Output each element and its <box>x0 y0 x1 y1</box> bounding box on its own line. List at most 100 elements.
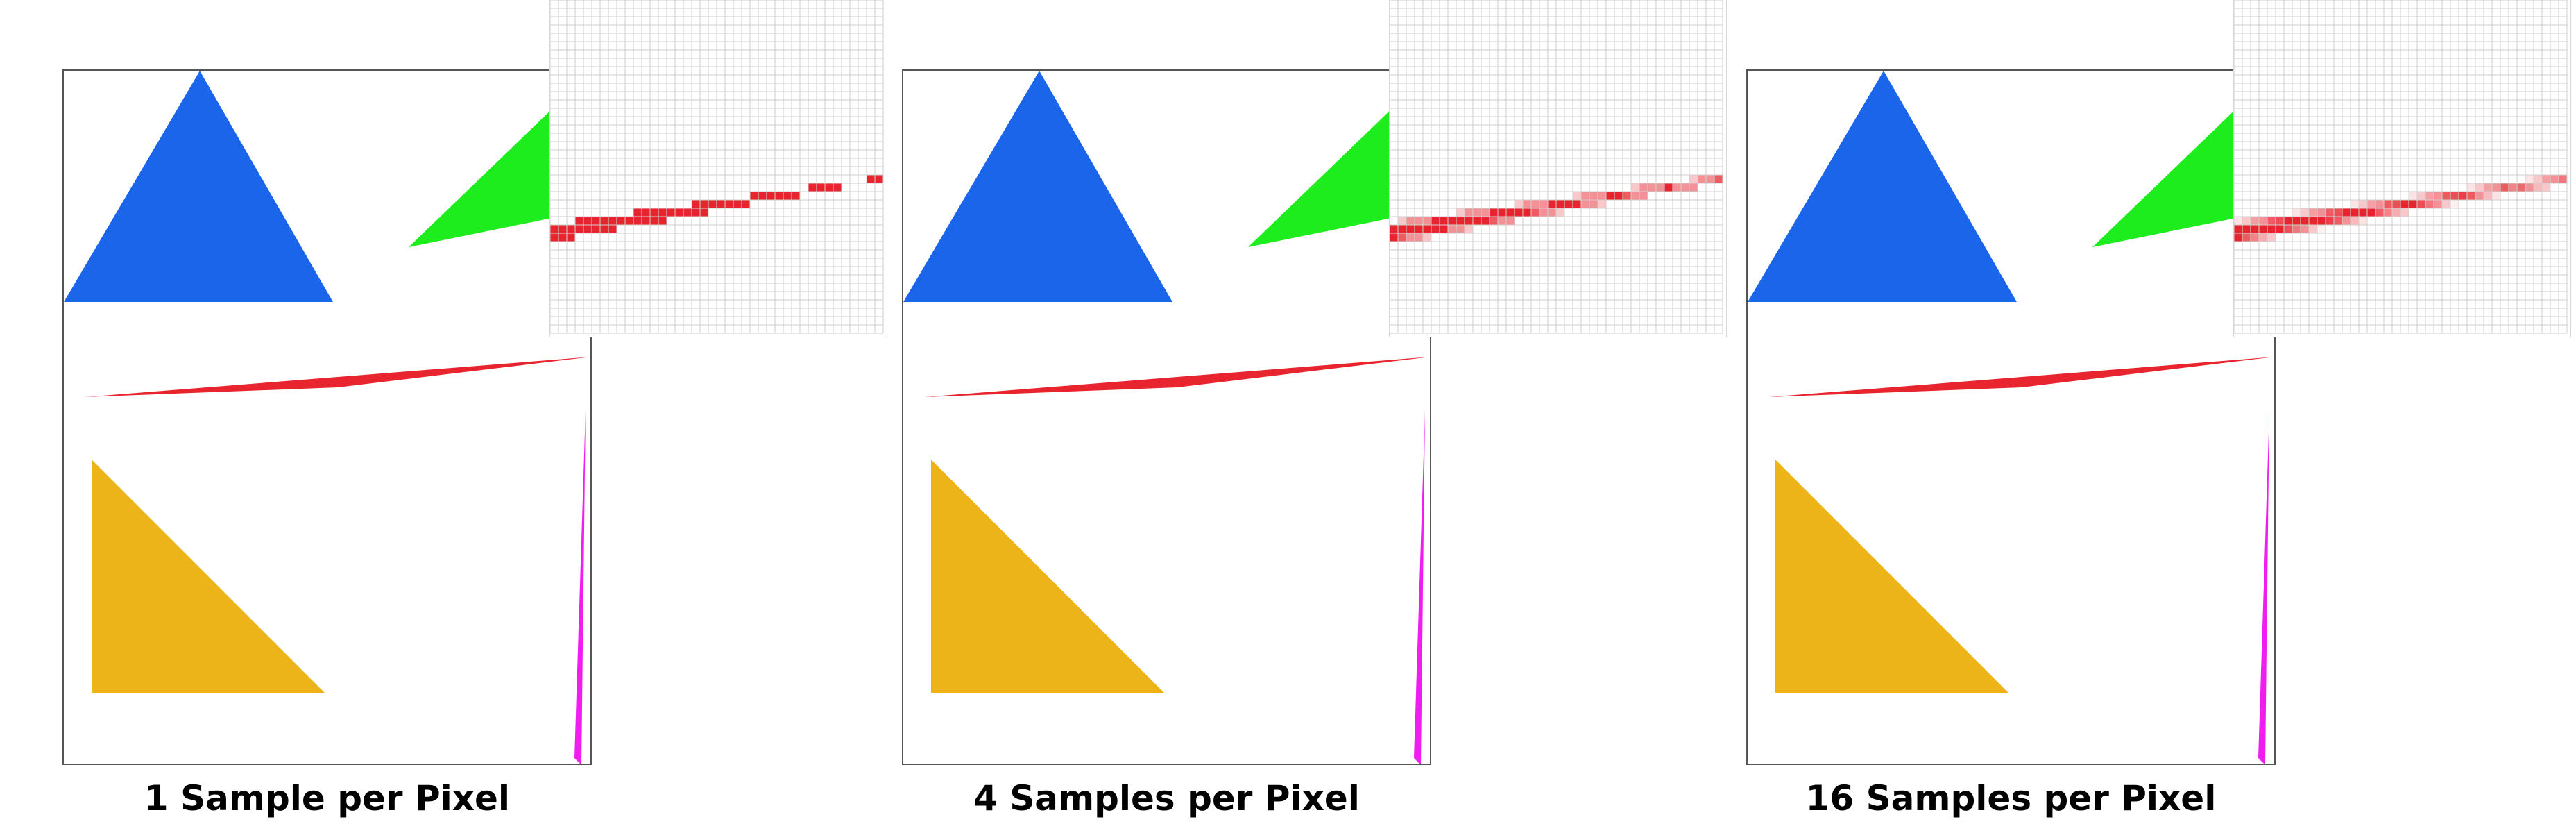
covered-pixel <box>2442 200 2450 208</box>
covered-pixel <box>2267 233 2276 242</box>
covered-pixel <box>2375 200 2384 208</box>
covered-pixel <box>1440 225 1448 233</box>
covered-pixel <box>1465 225 1473 233</box>
covered-pixel <box>2417 192 2425 200</box>
blue-triangle <box>903 71 1172 302</box>
covered-pixel <box>1481 217 1490 225</box>
covered-pixel <box>633 208 642 217</box>
covered-pixel <box>633 217 642 225</box>
covered-pixel <box>1656 183 1664 192</box>
covered-pixel <box>1664 183 1673 192</box>
covered-pixel <box>775 192 783 200</box>
covered-pixel <box>642 208 650 217</box>
covered-pixel <box>2267 217 2276 225</box>
covered-pixel <box>1465 217 1473 225</box>
covered-pixel <box>1415 217 1423 225</box>
covered-pixel <box>717 200 725 208</box>
rendered-triangles <box>1748 71 2274 764</box>
covered-pixel <box>558 225 567 233</box>
covered-pixel <box>1523 200 1531 208</box>
covered-pixel <box>825 183 833 192</box>
covered-pixel <box>2367 208 2375 217</box>
covered-pixel <box>1423 217 1431 225</box>
panel-caption: 1 Sample per Pixel <box>144 778 511 818</box>
panel-1-sample: 1 Sample per Pixel <box>0 0 902 833</box>
covered-pixel <box>2326 208 2334 217</box>
covered-pixel <box>2301 217 2309 225</box>
covered-pixel <box>1573 192 1581 200</box>
covered-pixel <box>1398 233 1406 242</box>
covered-pixel <box>2317 225 2326 233</box>
covered-pixel <box>2251 225 2259 233</box>
covered-pixel <box>767 192 775 200</box>
covered-pixel <box>1589 192 1598 200</box>
covered-pixel <box>642 217 650 225</box>
covered-pixel <box>2292 217 2301 225</box>
zoom-pixel-grid <box>2234 0 2568 334</box>
covered-pixel <box>2242 233 2251 242</box>
covered-pixel <box>1398 217 1406 225</box>
covered-pixel <box>2525 175 2534 183</box>
covered-pixel <box>1598 192 1606 200</box>
covered-pixel <box>2392 208 2400 217</box>
covered-pixel <box>733 200 742 208</box>
covered-pixel <box>1648 183 1656 192</box>
covered-pixel <box>1606 192 1614 200</box>
covered-pixel <box>2475 192 2484 200</box>
covered-pixel <box>1581 192 1589 200</box>
covered-pixel <box>1448 217 1456 225</box>
covered-pixel <box>1523 208 1531 217</box>
covered-pixel <box>2409 192 2417 200</box>
covered-pixel <box>2425 200 2434 208</box>
covered-pixel <box>1631 192 1639 200</box>
covered-pixel <box>2375 208 2384 217</box>
covered-pixel <box>575 225 583 233</box>
covered-pixel <box>2342 208 2351 217</box>
red-sliver-triangle <box>924 357 1430 397</box>
covered-pixel <box>1515 208 1523 217</box>
covered-pixel <box>1473 217 1481 225</box>
covered-pixel <box>2292 225 2301 233</box>
covered-pixel <box>1539 200 1548 208</box>
covered-pixel <box>1448 225 1456 233</box>
covered-pixel <box>875 175 883 183</box>
magenta-sliver-triangle <box>574 411 586 764</box>
covered-pixel <box>867 175 875 183</box>
covered-pixel <box>783 192 792 200</box>
covered-pixel <box>817 183 825 192</box>
render-frame <box>1746 69 2276 765</box>
covered-pixel <box>1390 233 1398 242</box>
covered-pixel <box>1481 208 1490 217</box>
covered-pixel <box>1406 233 1415 242</box>
covered-pixel <box>1440 217 1448 225</box>
covered-pixel <box>2484 192 2492 200</box>
zoom-inset <box>550 0 887 337</box>
covered-pixel <box>2525 183 2534 192</box>
covered-pixel <box>2559 175 2567 183</box>
covered-pixel <box>2351 217 2359 225</box>
covered-pixel <box>1614 192 1623 200</box>
covered-pixel <box>1673 183 1681 192</box>
covered-pixel <box>1548 200 1556 208</box>
covered-pixel <box>2276 225 2284 233</box>
covered-pixel <box>2301 225 2309 233</box>
covered-pixel <box>1431 225 1440 233</box>
covered-pixel <box>583 225 592 233</box>
covered-pixel <box>2309 217 2317 225</box>
green-triangle <box>2092 71 2274 247</box>
covered-pixel <box>1415 233 1423 242</box>
covered-pixel <box>1498 208 1506 217</box>
covered-pixel <box>2326 217 2334 225</box>
covered-pixel <box>667 208 675 217</box>
covered-pixel <box>2334 208 2342 217</box>
covered-pixel <box>1714 175 1723 183</box>
covered-pixel <box>2384 208 2392 217</box>
covered-pixel <box>2492 192 2500 200</box>
covered-pixel <box>2542 183 2550 192</box>
covered-pixel <box>567 233 575 242</box>
covered-pixel <box>1506 217 1515 225</box>
panel-16-samples: 16 Samples per Pixel <box>1684 0 2576 833</box>
covered-pixel <box>1531 200 1539 208</box>
covered-pixel <box>1548 208 1556 217</box>
covered-pixel <box>2475 183 2484 192</box>
